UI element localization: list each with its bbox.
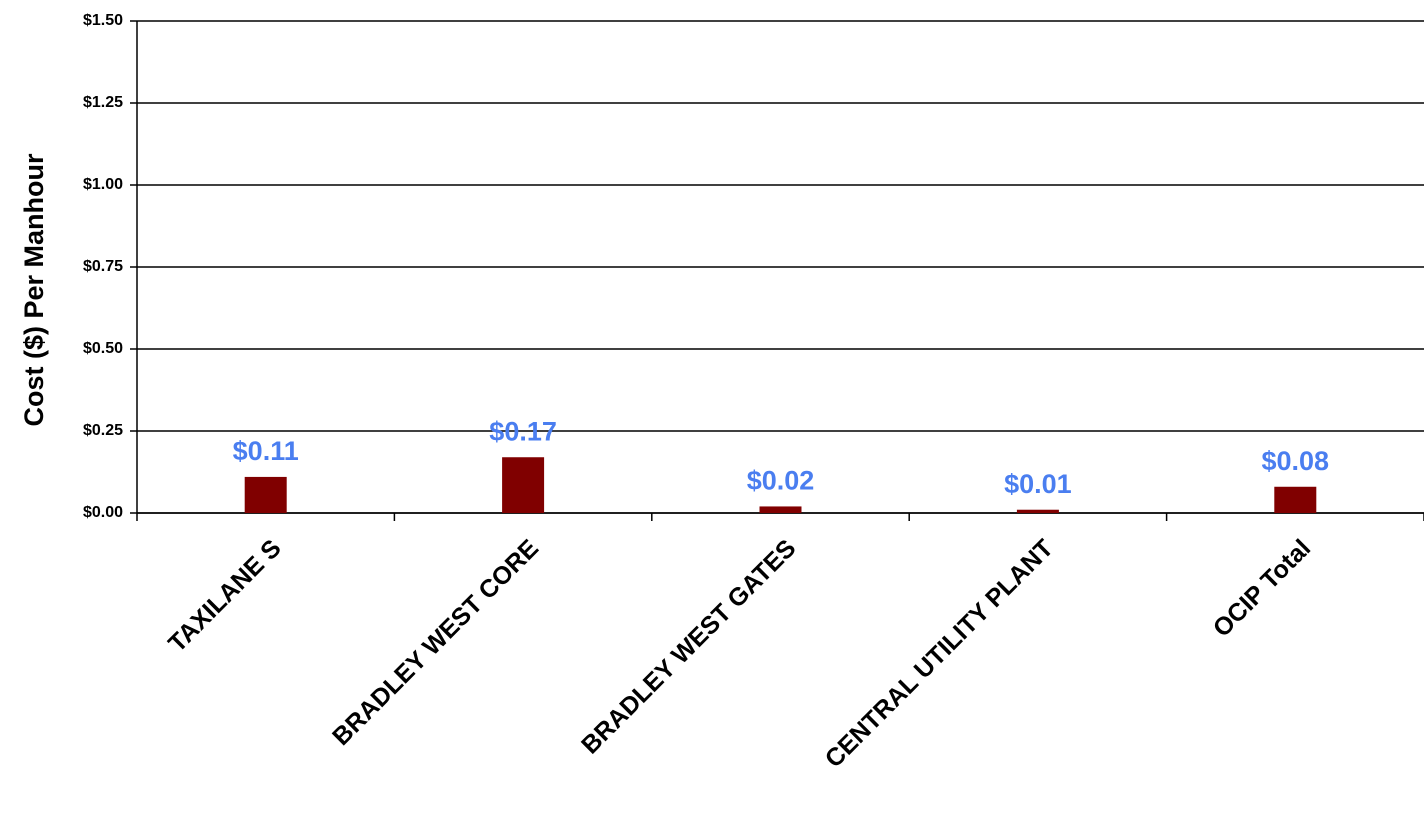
value-label: $0.08	[1262, 446, 1330, 476]
bar	[502, 457, 545, 513]
x-tick-label: CENTRAL UTILITY PLANT	[820, 534, 1059, 773]
bar	[1016, 509, 1059, 513]
y-tick-label: $0.75	[83, 258, 123, 275]
y-tick-label: $0.50	[83, 340, 123, 357]
y-axis-label: Cost ($) Per Manhour	[19, 153, 49, 427]
value-label: $0.02	[747, 466, 815, 496]
bar	[1274, 486, 1317, 513]
y-tick-label: $1.50	[83, 12, 123, 29]
value-label: $0.17	[489, 416, 557, 446]
y-tick-label: $0.00	[83, 504, 123, 521]
y-tick-label: $0.25	[83, 422, 123, 439]
value-label: $0.11	[233, 436, 299, 466]
y-tick-label: $1.25	[83, 94, 123, 111]
x-tick-label: BRADLEY WEST GATES	[576, 534, 801, 759]
x-tick-label: BRADLEY WEST CORE	[327, 534, 544, 751]
bar	[759, 506, 802, 513]
x-tick-label: OCIP Total	[1208, 534, 1317, 643]
value-label: $0.01	[1004, 469, 1072, 499]
x-tick-label: TAXILANE S	[163, 534, 287, 658]
bar	[244, 476, 287, 513]
y-tick-label: $1.00	[83, 176, 123, 193]
